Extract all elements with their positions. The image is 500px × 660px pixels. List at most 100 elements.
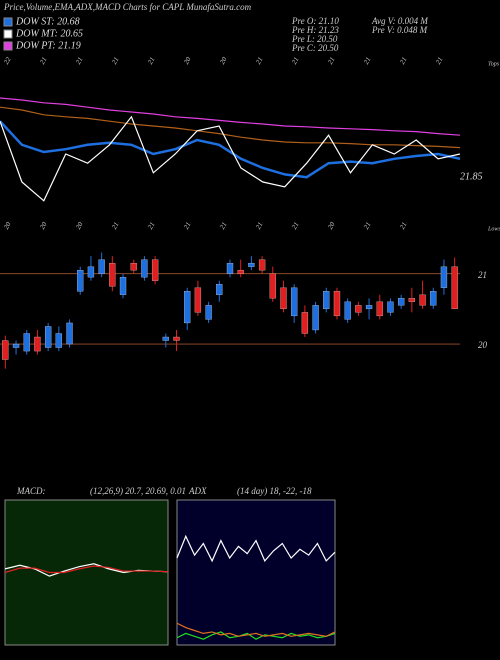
date-label: 21: [398, 221, 408, 231]
candle-body: [419, 294, 426, 306]
y-tick-label: 21: [478, 270, 487, 280]
candle-body: [333, 291, 341, 317]
candle-body: [23, 333, 30, 352]
candle-body: [2, 340, 9, 360]
candle-body: [12, 343, 20, 348]
stat: Pre O: 21.10: [291, 16, 339, 26]
candle-body: [301, 312, 309, 334]
series-line: [0, 97, 461, 136]
date-label: 21: [110, 221, 120, 231]
stat: Avg V: 0.004 M: [371, 16, 428, 26]
series-line: [0, 106, 461, 149]
candle-body: [55, 333, 62, 348]
candle-body: [141, 259, 148, 278]
candle-body: [151, 259, 159, 281]
stat: Pre L: 20.50: [291, 34, 338, 44]
candle-body: [173, 336, 180, 341]
date-label: 21: [362, 221, 372, 231]
date-label: 20: [182, 55, 193, 65]
date-label: 20: [74, 220, 85, 230]
candle-body: [226, 262, 234, 274]
candle-body: [77, 270, 84, 292]
candle-body: [451, 266, 458, 310]
candle-body: [376, 301, 383, 317]
candle-body: [130, 262, 137, 271]
date-label: 21: [110, 56, 120, 66]
candle-body: [66, 322, 73, 345]
candle-body: [269, 273, 276, 299]
candle-body: [387, 301, 394, 313]
candle-body: [344, 301, 351, 320]
legend-swatch: [3, 17, 13, 27]
panel-label: MACD:: [16, 486, 46, 496]
side-label: Tops: [488, 61, 500, 67]
panel-info: (12,26,9) 20.7, 20.69, 0.01: [90, 486, 186, 496]
panel: [4, 499, 169, 646]
date-label: 21: [254, 221, 264, 231]
legend-label: DOW MT: 20.65: [15, 28, 83, 39]
candle-body: [280, 287, 287, 310]
candle-body: [109, 262, 116, 287]
candle-body: [237, 270, 244, 274]
candle-body: [44, 326, 52, 348]
date-label: 21: [254, 56, 264, 66]
series-line: [176, 622, 336, 637]
series-line: [0, 115, 461, 202]
date-label: 22: [2, 55, 13, 65]
panel-info: (14 day) 18, -22, -18: [237, 486, 312, 496]
date-label: 20: [326, 220, 337, 230]
candle-body: [216, 284, 223, 295]
date-label: 21: [218, 221, 228, 231]
stat: Pre C: 20.50: [291, 43, 339, 53]
side-label: Lows: [487, 226, 500, 232]
panel-label: ADX: [188, 486, 207, 496]
y-tick-label: 20: [478, 340, 488, 350]
title: Price,Volume,EMA,ADX,MACD Charts for CAP…: [3, 2, 252, 12]
candle-body: [205, 305, 212, 320]
date-label: 21: [326, 56, 336, 66]
candle-body: [355, 305, 362, 313]
date-label: 21: [182, 221, 192, 231]
series-line: [0, 120, 461, 179]
candle-body: [248, 262, 255, 267]
legend-label: DOW PT: 21.19: [15, 40, 81, 51]
date-label: 21: [362, 56, 372, 66]
date-label: 21: [290, 221, 300, 231]
date-label: 21: [146, 56, 156, 66]
candle-body: [119, 277, 127, 295]
stat: Pre V: 0.048 M: [371, 25, 428, 35]
date-label: 21: [74, 56, 84, 66]
date-label: 21: [146, 221, 156, 231]
date-label: 21: [38, 56, 48, 66]
candle-body: [162, 336, 169, 341]
legend-label: DOW ST: 20.68: [15, 16, 80, 27]
date-label: 20: [38, 220, 49, 230]
candle-body: [87, 266, 95, 278]
date-label: 21: [434, 56, 444, 66]
legend-swatch: [3, 41, 13, 51]
series-line: [176, 534, 336, 563]
candle-body: [291, 287, 298, 317]
date-label: 20: [2, 220, 13, 230]
date-label: 21: [398, 56, 408, 66]
candle-body: [440, 266, 448, 288]
candle-body: [398, 298, 405, 306]
candle-body: [408, 298, 416, 302]
date-label: 20: [218, 55, 229, 65]
candle-body: [312, 305, 319, 331]
series-line: [4, 565, 169, 574]
candle-body: [98, 259, 105, 274]
legend-swatch: [3, 29, 13, 39]
candle-body: [184, 291, 191, 324]
candle-body: [365, 305, 373, 310]
candle-body: [323, 291, 330, 310]
candle-body: [34, 336, 41, 352]
annotation: 21.85: [460, 171, 483, 182]
candle-body: [258, 259, 266, 271]
stat: Pre H: 21.23: [291, 25, 339, 35]
series-line: [176, 631, 336, 640]
date-label: 21: [290, 56, 300, 66]
candle-body: [430, 291, 437, 306]
